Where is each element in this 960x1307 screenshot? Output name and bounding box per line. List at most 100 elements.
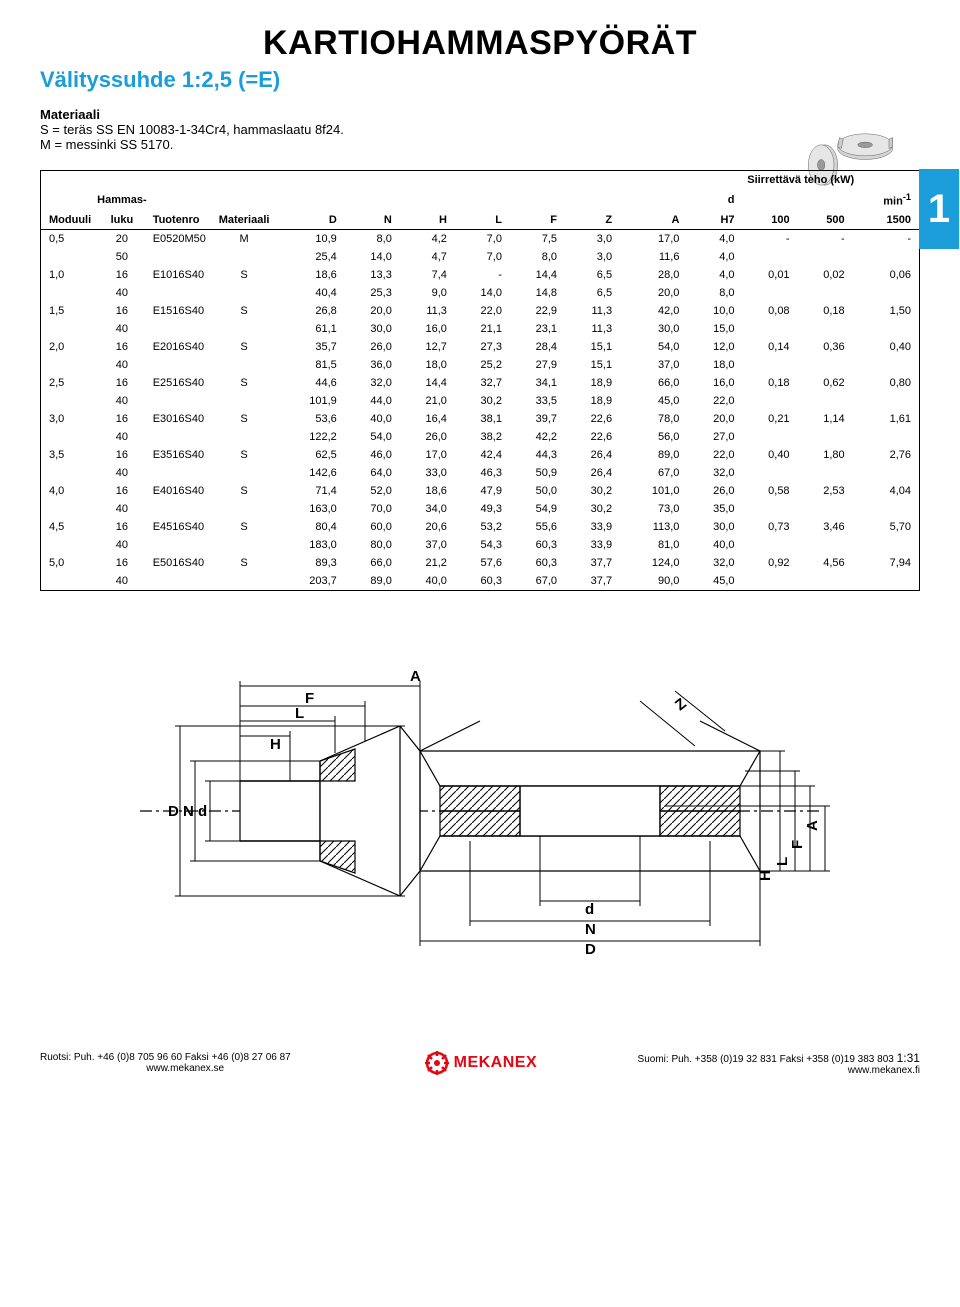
table-cell: 25,2 <box>450 356 505 374</box>
section-number: 1 <box>928 187 950 232</box>
table-cell: E1016S40 <box>150 266 216 284</box>
table-cell: 40 <box>94 572 150 590</box>
table-row: 3,516E3516S40S62,546,017,042,444,326,489… <box>41 446 919 464</box>
table-cell: 34,0 <box>395 500 450 518</box>
table-cell: 0,08 <box>738 302 793 320</box>
table-cell: 40,0 <box>682 536 737 554</box>
table-cell: 30,0 <box>682 518 737 536</box>
table-cell: 21,1 <box>450 320 505 338</box>
dim-f-top: F <box>305 690 314 707</box>
table-cell: 22,0 <box>450 302 505 320</box>
table-cell: 25,3 <box>340 284 395 302</box>
dim-z: Z <box>672 695 690 714</box>
table-cell: 33,5 <box>505 392 560 410</box>
table-cell: 46,0 <box>340 446 395 464</box>
table-cell: 15,1 <box>560 338 615 356</box>
table-cell: 8,0 <box>682 284 737 302</box>
table-cell: 35,0 <box>682 500 737 518</box>
table-cell <box>150 464 216 482</box>
table-cell: 50 <box>94 248 150 266</box>
table-cell <box>216 500 273 518</box>
table-cell: 50,9 <box>505 464 560 482</box>
table-cell: 163,0 <box>272 500 339 518</box>
table-cell: 81,5 <box>272 356 339 374</box>
header-row: Moduuli luku Tuotenro Materiaali D N H L… <box>41 211 919 230</box>
col-hammasluku: luku <box>94 211 150 230</box>
table-row: 5,016E5016S40S89,366,021,257,660,337,712… <box>41 554 919 572</box>
table-cell <box>793 500 848 518</box>
table-cell: 16 <box>94 374 150 392</box>
table-cell: 3,0 <box>41 410 94 428</box>
table-cell: 11,3 <box>560 302 615 320</box>
table-cell: 53,6 <box>272 410 339 428</box>
table-cell: 90,0 <box>615 572 682 590</box>
table-cell: 0,02 <box>793 266 848 284</box>
table-cell <box>848 248 919 266</box>
table-cell: 33,9 <box>560 518 615 536</box>
table-cell: 7,94 <box>848 554 919 572</box>
table-cell <box>848 572 919 590</box>
table-cell <box>150 392 216 410</box>
table-cell <box>150 536 216 554</box>
table-cell: 5,0 <box>41 554 94 572</box>
table-cell: 13,3 <box>340 266 395 284</box>
table-cell: E1516S40 <box>150 302 216 320</box>
table-cell <box>216 572 273 590</box>
table-cell: 26,0 <box>682 482 737 500</box>
table-cell: 14,4 <box>395 374 450 392</box>
table-cell: E3516S40 <box>150 446 216 464</box>
table-cell: 18,6 <box>272 266 339 284</box>
section-tab: 1 <box>919 169 959 249</box>
table-cell: 142,6 <box>272 464 339 482</box>
table-cell: 89,3 <box>272 554 339 572</box>
table-cell: 183,0 <box>272 536 339 554</box>
table-cell: 23,1 <box>505 320 560 338</box>
data-table: Siirrettävä teho (kW) Hammas- d min-1 Mo… <box>41 171 919 590</box>
table-cell: 4,5 <box>41 518 94 536</box>
table-cell: 0,01 <box>738 266 793 284</box>
table-cell: S <box>216 410 273 428</box>
table-row: 40163,070,034,049,354,930,273,035,0 <box>41 500 919 518</box>
table-cell: E5016S40 <box>150 554 216 572</box>
table-cell <box>848 392 919 410</box>
table-cell: 30,2 <box>450 392 505 410</box>
table-cell: 80,0 <box>340 536 395 554</box>
table-cell: 7,0 <box>450 229 505 248</box>
table-cell: 53,2 <box>450 518 505 536</box>
table-cell <box>793 428 848 446</box>
table-cell <box>41 356 94 374</box>
table-cell: 70,0 <box>340 500 395 518</box>
table-cell: 73,0 <box>615 500 682 518</box>
table-row: 4,016E4016S40S71,452,018,647,950,030,210… <box>41 482 919 500</box>
col-1500: 1500 <box>848 211 919 230</box>
table-cell: 7,4 <box>395 266 450 284</box>
table-cell: 16,0 <box>395 320 450 338</box>
technical-diagram: D N d A F L H Z <box>120 631 840 971</box>
table-cell: 0,62 <box>793 374 848 392</box>
table-cell: 18,9 <box>560 392 615 410</box>
page-number: 1:31 <box>897 1051 920 1065</box>
footer-left: Ruotsi: Puh. +46 (0)8 705 96 60 Faksi +4… <box>40 1052 330 1074</box>
table-cell: 1,5 <box>41 302 94 320</box>
table-cell: 18,6 <box>395 482 450 500</box>
table-cell: 17,0 <box>615 229 682 248</box>
table-cell <box>41 500 94 518</box>
table-cell: 44,0 <box>340 392 395 410</box>
table-cell: 101,9 <box>272 392 339 410</box>
table-cell: 6,5 <box>560 266 615 284</box>
table-cell: 28,0 <box>615 266 682 284</box>
table-cell: - <box>450 266 505 284</box>
dim-d-big: D <box>168 803 179 820</box>
table-cell <box>738 572 793 590</box>
table-cell: 0,80 <box>848 374 919 392</box>
table-cell: 4,2 <box>395 229 450 248</box>
table-row: 2,516E2516S40S44,632,014,432,734,118,966… <box>41 374 919 392</box>
table-cell: - <box>738 229 793 248</box>
table-cell: 17,0 <box>395 446 450 464</box>
table-cell: 81,0 <box>615 536 682 554</box>
table-cell: 40,4 <box>272 284 339 302</box>
table-cell: 80,4 <box>272 518 339 536</box>
dim-l-top: L <box>295 705 304 722</box>
table-cell: 14,4 <box>505 266 560 284</box>
table-cell: 62,5 <box>272 446 339 464</box>
